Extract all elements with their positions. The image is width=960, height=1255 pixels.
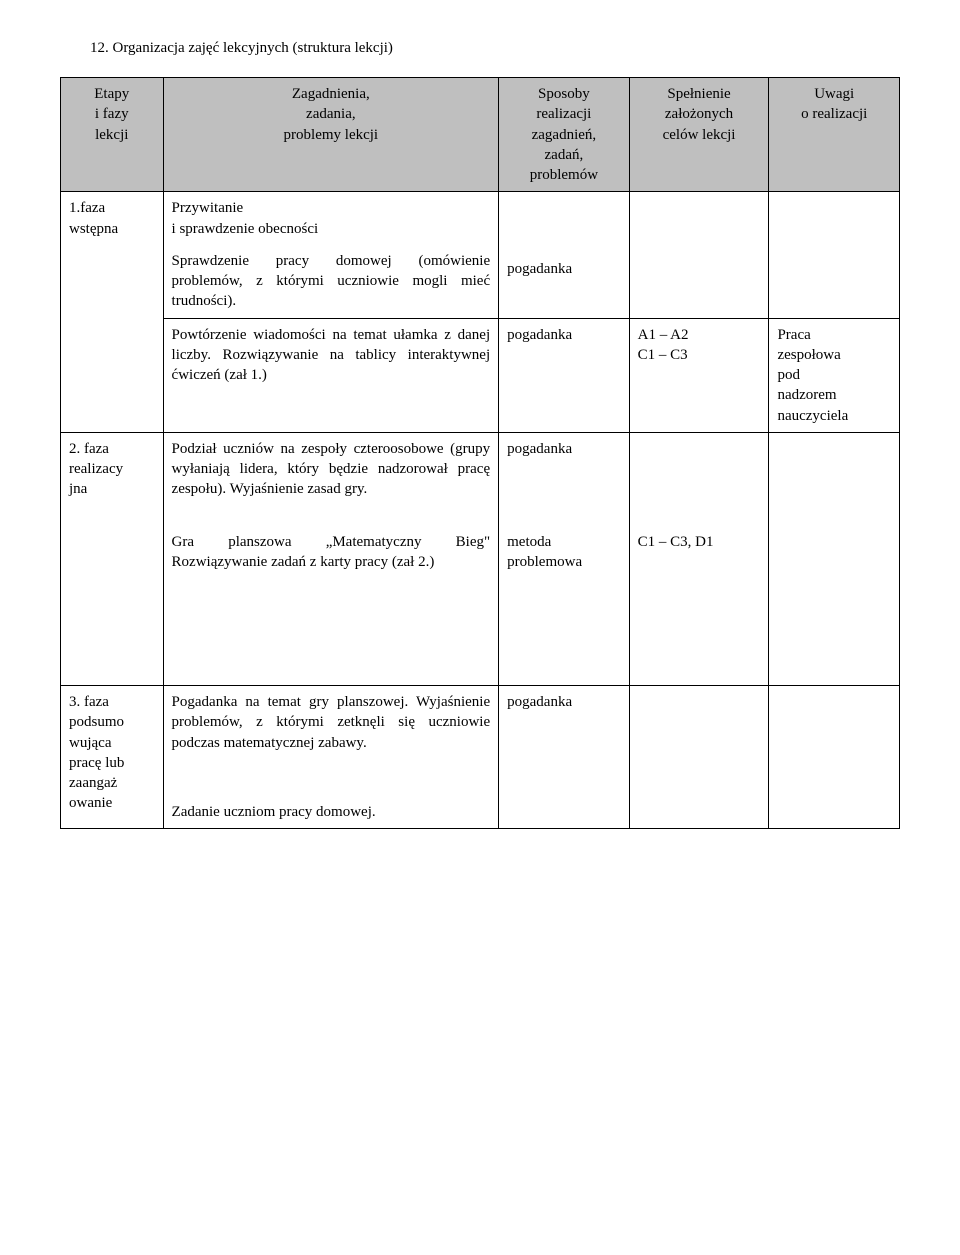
cell-uwagi: [769, 686, 900, 829]
cell-uwagi: [769, 506, 900, 686]
cell-zag: Przywitanie i sprawdzenie obecności: [163, 192, 499, 245]
text: metoda problemowa: [507, 534, 582, 570]
cell-etap-1: 1.faza wstępna: [61, 192, 164, 433]
cell-spel: [629, 192, 769, 318]
header-sposoby: Sposoby realizacji zagadnień, zadań, pro…: [499, 78, 630, 192]
cell-spel: [629, 432, 769, 505]
cell-spel: A1 – A2 C1 – C3: [629, 318, 769, 432]
cell-spel: C1 – C3, D1: [629, 506, 769, 686]
cell-spos: pogadanka: [499, 432, 630, 505]
header-zagadnienia: Zagadnienia, zadania, problemy lekcji: [163, 78, 499, 192]
cell-zag: Gra planszowa „Matematyczny Bieg" Rozwią…: [163, 506, 499, 686]
text: C1 – C3, D1: [638, 534, 714, 550]
cell-uwagi: [769, 192, 900, 318]
table-row: 2. faza realizacy jna Podział uczniów na…: [61, 432, 900, 505]
section-title: 12. Organizacja zajęć lekcyjnych (strukt…: [90, 40, 900, 57]
cell-zag: Pogadanka na temat gry planszowej. Wyjaś…: [163, 686, 499, 796]
table-row: Powtórzenie wiadomości na temat ułamka z…: [61, 318, 900, 432]
text: Gra planszowa „Matematyczny Bieg" Rozwią…: [172, 534, 491, 570]
cell-spos: pogadanka: [499, 686, 630, 829]
cell-etap-3: 3. faza podsumo wująca pracę lub zaangaż…: [61, 686, 164, 829]
header-etapy: Etapy i fazy lekcji: [61, 78, 164, 192]
cell-spel: [629, 686, 769, 829]
cell-spos: pogadanka: [499, 318, 630, 432]
cell-etap-2: 2. faza realizacy jna: [61, 432, 164, 685]
cell-zag: Sprawdzenie pracy domowej (omówienie pro…: [163, 245, 499, 318]
cell-uwagi: [769, 432, 900, 505]
table-row: 3. faza podsumo wująca pracę lub zaangaż…: [61, 686, 900, 796]
cell-zag: Zadanie uczniom pracy domowej.: [163, 796, 499, 829]
table-row: 1.faza wstępna Przywitanie i sprawdzenie…: [61, 192, 900, 245]
cell-zag: Podział uczniów na zespoły czteroosobowe…: [163, 432, 499, 505]
cell-spos: pogadanka: [499, 192, 630, 318]
cell-spos: metoda problemowa: [499, 506, 630, 686]
header-spelnienie: Spełnienie założonych celów lekcji: [629, 78, 769, 192]
lesson-structure-table: Etapy i fazy lekcji Zagadnienia, zadania…: [60, 77, 900, 829]
header-row: Etapy i fazy lekcji Zagadnienia, zadania…: [61, 78, 900, 192]
cell-zag: Powtórzenie wiadomości na temat ułamka z…: [163, 318, 499, 432]
header-uwagi: Uwagi o realizacji: [769, 78, 900, 192]
text: pogadanka: [507, 261, 572, 277]
cell-uwagi: Praca zespołowa pod nadzorem nauczyciela: [769, 318, 900, 432]
table-row: Gra planszowa „Matematyczny Bieg" Rozwią…: [61, 506, 900, 686]
